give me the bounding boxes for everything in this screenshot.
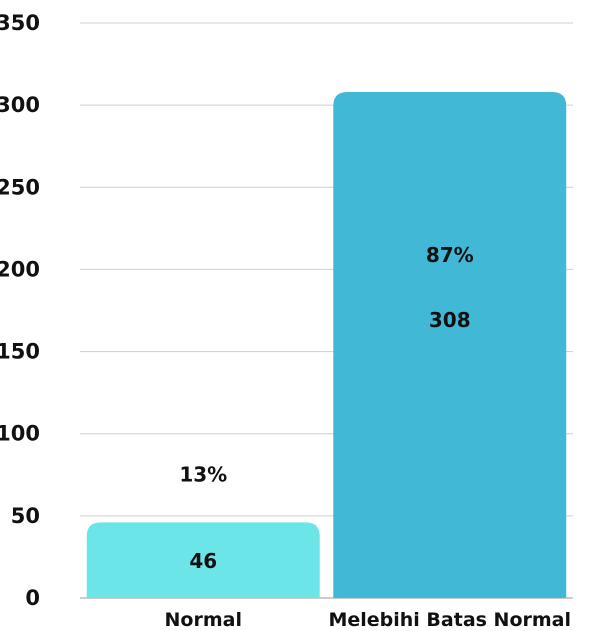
bar-normal — [86, 522, 320, 598]
value-label: 308 — [429, 308, 471, 332]
y-axis-ticks: 0 50 100 150 200 250 300 350 — [0, 11, 40, 610]
bars — [86, 92, 567, 598]
x-category-label: Melebihi Batas Normal — [328, 609, 571, 631]
x-axis-categories: Normal Melebihi Batas Normal — [165, 609, 572, 631]
x-category-label: Normal — [165, 609, 242, 631]
y-tick-label: 350 — [0, 11, 40, 35]
percent-label: 87% — [426, 243, 474, 267]
data-labels: 13% 46 87% 308 — [179, 243, 473, 573]
bar-melebihi-batas-normal — [333, 92, 567, 598]
y-tick-label: 100 — [0, 422, 40, 446]
grid-lines — [80, 22, 573, 599]
value-label: 46 — [189, 549, 217, 573]
y-tick-label: 250 — [0, 175, 40, 199]
y-tick-label: 300 — [0, 93, 40, 117]
y-tick-label: 150 — [0, 340, 40, 364]
y-tick-label: 200 — [0, 257, 40, 281]
y-tick-label: 50 — [11, 504, 40, 528]
y-tick-label: 0 — [25, 586, 40, 610]
percent-label: 13% — [179, 462, 227, 486]
